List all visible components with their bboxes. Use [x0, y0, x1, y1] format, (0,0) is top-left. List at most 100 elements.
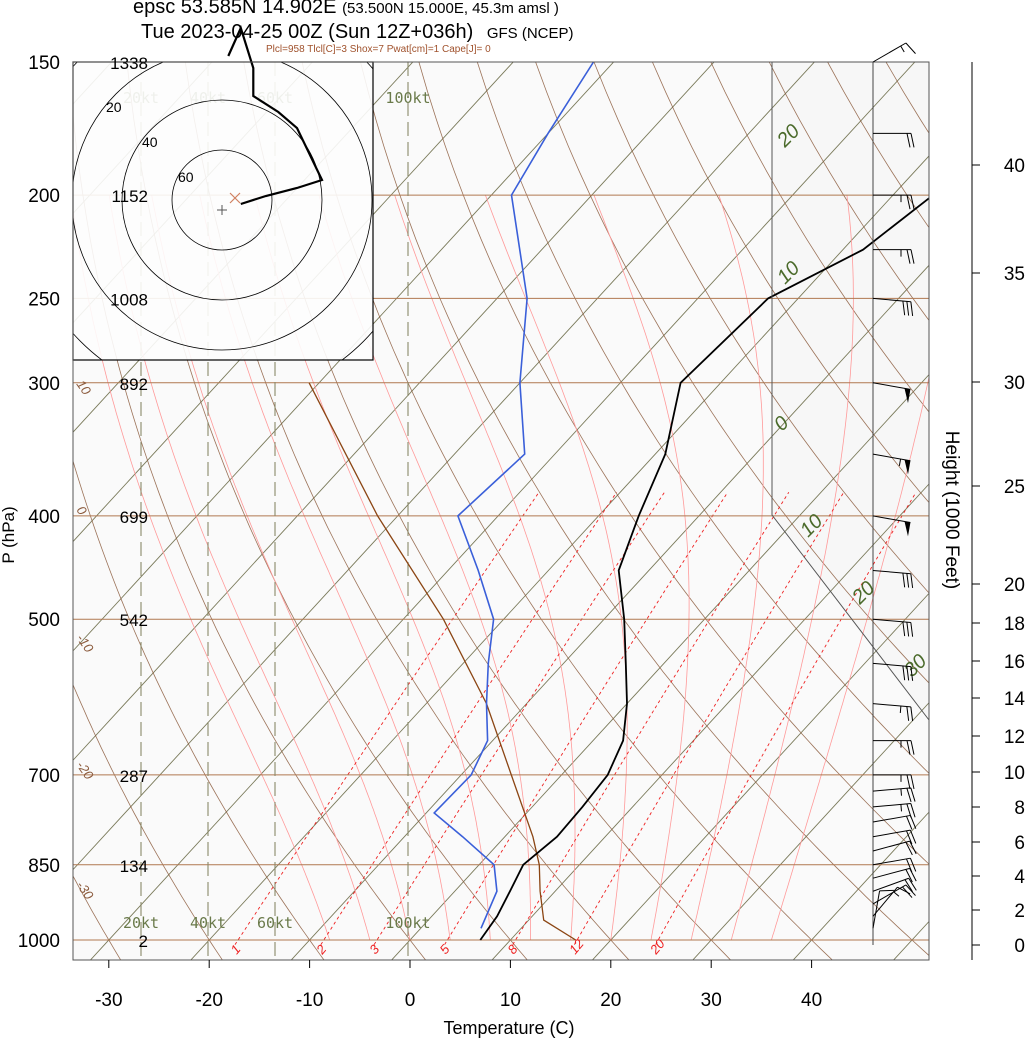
wind-barb — [872, 803, 916, 818]
wind-barb-flag — [905, 42, 916, 54]
mixing-ratio-line — [320, 491, 617, 945]
storm-motion-marker — [229, 192, 241, 204]
moist-adiabat-line — [690, 194, 764, 941]
x-axis-label: Temperature (C) — [443, 1018, 574, 1038]
wind-barb-staff — [872, 703, 911, 708]
wind-barb — [872, 884, 916, 905]
wind-barb-staff — [872, 840, 910, 852]
pressure-tick-label: 700 — [28, 766, 60, 787]
speed-ring-label-top: 100kt — [385, 89, 430, 107]
wind-barb-flag — [906, 706, 910, 721]
wind-barb-flag — [906, 774, 911, 790]
dry-adiabat-line — [535, 62, 929, 684]
x-tick-label: 10 — [500, 990, 521, 1011]
height-tick-label: 0 — [1014, 936, 1025, 957]
wind-barb-flag — [909, 857, 917, 872]
dry-adiabat-line — [476, 62, 929, 774]
axes: 1502002503004005007008501000133811521008… — [0, 53, 822, 1038]
wind-barb — [872, 515, 911, 537]
wind-barb-flag — [906, 740, 911, 755]
wind-barb-flag — [910, 666, 914, 681]
hodograph-ring — [171, 149, 273, 251]
wind-barb-flag — [902, 665, 906, 681]
wind-barb-flag — [909, 840, 917, 855]
dry-adiabat-line — [710, 62, 929, 413]
isotherm-line — [692, 702, 929, 960]
hodograph-rings — [73, 62, 373, 360]
moist-adiabat-line — [151, 195, 411, 941]
geopotential-height-label: 542 — [120, 611, 148, 630]
wind-barb — [873, 774, 915, 790]
height-tick-label: 20 — [1004, 575, 1025, 596]
speed-ring-label-bottom: 40kt — [190, 914, 226, 932]
wind-barb-staff — [872, 662, 911, 668]
wind-barb-half-flag — [899, 705, 902, 714]
wind-barb-flag — [906, 815, 913, 830]
wind-barb-half-flag — [900, 45, 905, 53]
wind-barb-staff — [872, 42, 907, 63]
mixing-ratio-line — [512, 491, 790, 945]
hodograph-ring-label: 60 — [178, 169, 194, 185]
hodograph-ring — [73, 62, 373, 351]
hodograph-ring-label: 40 — [142, 134, 158, 150]
dewpoint-profile-line — [433, 62, 595, 929]
wind-barb — [872, 814, 917, 830]
speed-ring-label-bottom: 100kt — [385, 914, 430, 932]
wind-barb-flag — [906, 573, 910, 588]
wind-barbs — [872, 42, 917, 929]
pressure-tick-label: 400 — [28, 507, 60, 528]
wind-barb — [872, 569, 914, 589]
height-tick-label: 4 — [1014, 867, 1025, 888]
wind-barb-flag — [879, 889, 894, 892]
geopotential-height-label: 892 — [120, 375, 148, 394]
wind-barb — [873, 194, 915, 210]
wind-barb-flag — [910, 803, 916, 818]
wind-barb-flag — [909, 815, 917, 829]
height-axis-label: Height (1000 Feet) — [941, 431, 962, 589]
geopotential-height-label: 134 — [120, 857, 148, 876]
wind-barb — [872, 889, 894, 929]
wind-barb-flag — [902, 886, 913, 898]
isotherm-line — [73, 62, 615, 652]
hodograph-ring — [121, 99, 323, 301]
x-tick-label: 20 — [600, 990, 621, 1011]
wind-barb-flag — [902, 300, 906, 316]
wind-barb-staff — [872, 814, 911, 823]
height-tick-label: 10 — [1004, 763, 1025, 784]
moist-adiabat-line — [199, 195, 451, 941]
y-axis-label: P (hPa) — [0, 506, 18, 563]
pressure-tick-label: 500 — [28, 610, 60, 631]
mixing-ratio-lines — [234, 491, 917, 945]
geopotential-height-label: 1008 — [110, 290, 148, 309]
panel-border — [771, 62, 930, 721]
wind-barb — [873, 249, 915, 264]
wind-barb — [872, 829, 917, 845]
mixing-ratio-line — [234, 491, 540, 945]
isotherm-line — [73, 62, 715, 761]
dry-adiabats — [73, 62, 929, 960]
wind-barb — [872, 618, 914, 637]
mixing-ratio-line — [373, 491, 665, 945]
x-tick-label: 0 — [405, 990, 416, 1011]
wind-barb-half-flag — [900, 804, 903, 812]
geopotential-height-label: 1152 — [111, 187, 148, 206]
speed-ring-label-bottom: 60kt — [257, 914, 293, 932]
wind-barb — [872, 453, 911, 475]
geopotential-height-label: 287 — [120, 767, 148, 786]
wind-barb-pennant — [904, 459, 911, 475]
pressure-tick-label: 150 — [28, 53, 60, 74]
wind-barb-flag — [906, 803, 912, 818]
moist-adiabat-line — [394, 194, 576, 941]
wind-barb — [872, 703, 914, 722]
wind-barb-flag — [910, 249, 915, 264]
wind-barb-flag — [906, 830, 913, 845]
wind-barb-flag — [910, 301, 914, 316]
wind-barb — [873, 132, 915, 148]
height-tick-label: 40 — [1004, 156, 1025, 177]
wind-barb-flag — [910, 740, 915, 755]
wind-barb-pennant — [904, 388, 911, 404]
wind-barb-staff — [872, 453, 911, 462]
height-tick-label: 30 — [1004, 373, 1025, 394]
wind-barb-staff — [872, 890, 881, 929]
moist-adiabat-line — [73, 207, 331, 941]
